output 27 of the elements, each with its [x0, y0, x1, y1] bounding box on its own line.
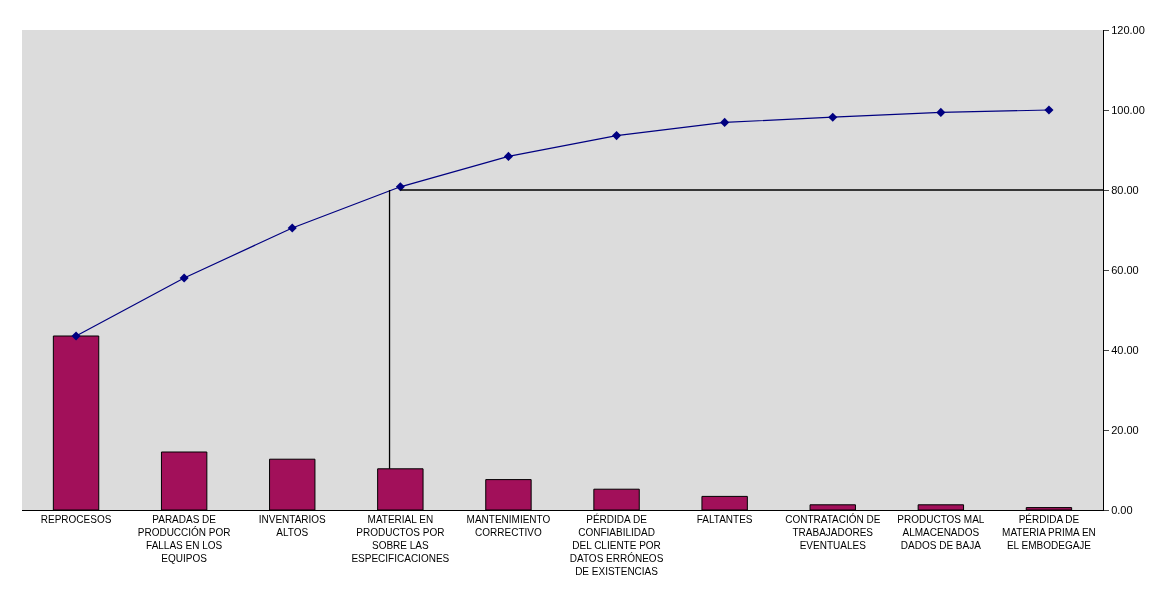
- point: [828, 112, 838, 122]
- point: [71, 331, 81, 341]
- y-tick-label: 0.00: [1111, 503, 1133, 516]
- y-tick-label: 100.00: [1111, 103, 1145, 116]
- point: [395, 182, 405, 192]
- y-tick-label: 80.00: [1111, 183, 1139, 196]
- point: [287, 223, 297, 233]
- x-tick-label: MANTENIMIENTO CORRECTIVO: [466, 514, 551, 538]
- y-tick-label: 60.00: [1111, 263, 1139, 276]
- y-tick-label: 40.00: [1111, 343, 1139, 356]
- x-tick-label: PÉRDIDA DE MATERIA PRIMA EN EL EMBODEGAJE: [1002, 513, 1096, 551]
- point: [179, 273, 189, 283]
- point: [503, 151, 513, 161]
- x-tick-label: FALTANTES: [696, 514, 753, 525]
- point: [720, 117, 730, 127]
- point: [612, 131, 622, 141]
- x-tick-label: PARADAS DE PRODUCCIÓN POR FALLAS EN LOS EQUIPOS: [137, 514, 231, 564]
- x-tick-label: MATERIAL EN PRODUCTOS POR SOBRE LAS ESPECIFICACIONES: [351, 514, 450, 564]
- x-tick-label: INVENTARIOS ALTOS: [258, 514, 327, 538]
- x-tick-label: CONTRATACIÓN DE TRABAJADORES EVENTUALES: [785, 513, 881, 551]
- x-tick-label: REPROCESOS: [40, 514, 112, 525]
- point: [1044, 105, 1054, 115]
- y-tick-label: 20.00: [1111, 423, 1139, 436]
- y-tick-label: 120.00: [1111, 23, 1145, 36]
- point: [936, 107, 946, 117]
- x-tick-label: PÉRDIDA DE CONFIABILIDAD DEL CLIENTE POR DATOS ERRÓNEOS DE EXISTENCIAS: [569, 513, 664, 577]
- x-tick-label: PRODUCTOS MAL ALMACENADOS DADOS DE BAJA: [897, 514, 985, 551]
